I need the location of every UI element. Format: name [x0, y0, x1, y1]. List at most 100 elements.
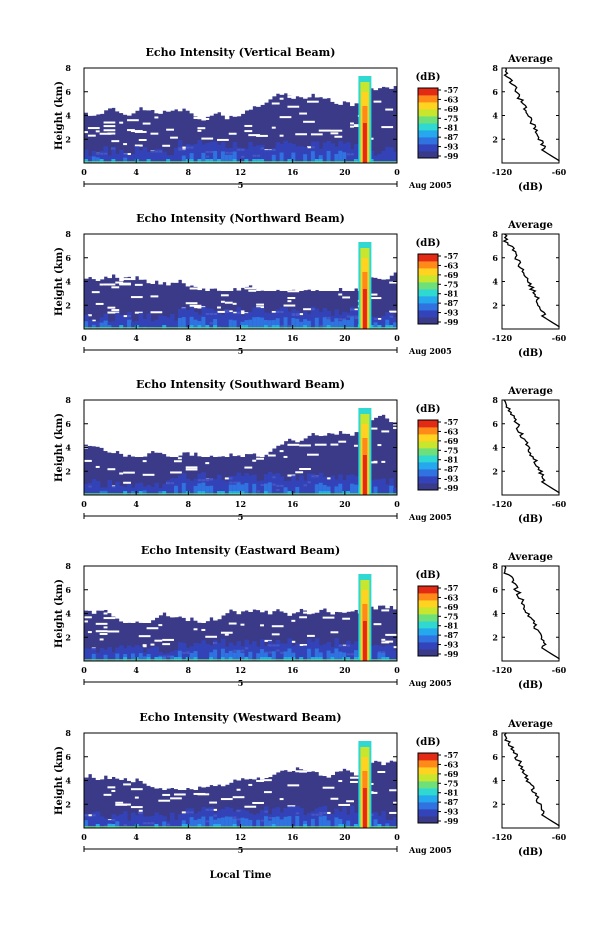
average-y-tick-label: 4 — [492, 776, 498, 786]
x-tick-label: 16 — [287, 665, 299, 675]
average-frame — [501, 565, 560, 662]
x-tick-label: 12 — [235, 832, 246, 842]
average-x-tick-label: -60 — [552, 665, 567, 675]
y-tick-label: 2 — [65, 134, 71, 144]
x-tick-label: 8 — [186, 333, 192, 343]
average-x-tick-label: -60 — [552, 167, 567, 177]
beam-panel: Echo Intensity (Eastward Beam)8642Height… — [54, 544, 567, 691]
x-tick-label: 8 — [186, 167, 192, 177]
colorbar-tick-label: -99 — [444, 483, 459, 493]
colorbar-swatch — [418, 130, 438, 138]
average-y-tick-label: 8 — [492, 728, 498, 738]
colorbar-swatch — [418, 635, 438, 643]
x-tick-label: 0 — [81, 665, 87, 675]
colorbar-swatch — [418, 88, 438, 96]
panel-title: Echo Intensity (Northward Beam) — [136, 212, 345, 225]
x-tick-label: 12 — [235, 665, 246, 675]
average-frame — [501, 233, 560, 330]
colorbar-swatch — [418, 621, 438, 629]
y-axis-label: Height (km) — [54, 413, 65, 482]
colorbar-swatch — [418, 483, 438, 491]
y-tick-label: 8 — [65, 63, 71, 73]
x-tick-label: 0 — [81, 832, 87, 842]
month-label: Aug 2005 — [408, 346, 452, 356]
colorbar-tick-label: -93 — [444, 308, 459, 318]
average-y-tick-label: 2 — [492, 134, 498, 144]
x-tick-label: 8 — [186, 832, 192, 842]
panel-title: Echo Intensity (Southward Beam) — [136, 378, 345, 391]
colorbar-tick-label: -63 — [444, 426, 459, 436]
x-tick-label: 16 — [287, 832, 299, 842]
colorbar-swatch — [418, 102, 438, 110]
colorbar-unit: (dB) — [416, 404, 441, 415]
average-y-tick-label: 2 — [492, 799, 498, 809]
average-title: Average — [507, 552, 553, 563]
y-tick-label: 6 — [65, 87, 71, 97]
x-tick-label: 0 — [394, 499, 400, 509]
colorbar-swatch — [418, 760, 438, 768]
panel-title: Echo Intensity (Vertical Beam) — [145, 46, 335, 59]
y-tick-label: 6 — [65, 253, 71, 263]
panel-title: Echo Intensity (Eastward Beam) — [141, 544, 340, 557]
x-tick-label: 0 — [394, 333, 400, 343]
colorbar-tick-label: -93 — [444, 142, 459, 152]
date-label: 5 — [238, 180, 244, 190]
colorbar-tick-label: -63 — [444, 260, 459, 270]
colorbar-unit: (dB) — [416, 238, 441, 249]
colorbar-unit: (dB) — [416, 737, 441, 748]
colorbar-tick-label: -75 — [444, 611, 458, 621]
colorbar-swatch — [418, 317, 438, 325]
colorbar-swatch — [418, 289, 438, 297]
average-x-axis-label: (dB) — [518, 847, 543, 858]
average-y-tick-label: 6 — [492, 419, 498, 429]
average-x-tick-label: -120 — [492, 832, 512, 842]
y-axis-label: Height (km) — [54, 247, 65, 316]
colorbar-swatch — [418, 434, 438, 442]
average-frame — [501, 399, 560, 496]
y-axis-label: Height (km) — [54, 746, 65, 815]
colorbar-tick-label: -57 — [444, 583, 458, 593]
average-profile-line — [503, 399, 560, 494]
x-tick-label: 4 — [133, 499, 139, 509]
x-tick-label: 0 — [81, 167, 87, 177]
average-y-tick-label: 4 — [492, 443, 498, 453]
colorbar-swatch — [418, 614, 438, 622]
month-label: Aug 2005 — [408, 678, 452, 688]
date-label: 5 — [238, 845, 244, 855]
colorbar-swatch — [418, 600, 438, 608]
average-y-tick-label: 6 — [492, 87, 498, 97]
colorbar-swatch — [418, 448, 438, 456]
x-tick-label: 16 — [287, 499, 299, 509]
colorbar-swatch — [418, 781, 438, 789]
y-axis-label: Height (km) — [54, 81, 65, 150]
heatmap-field — [84, 68, 397, 163]
colorbar-tick-label: -75 — [444, 279, 458, 289]
average-profile-line — [503, 565, 560, 660]
colorbar-swatch — [418, 296, 438, 304]
y-tick-label: 4 — [65, 609, 71, 619]
colorbar-tick-label: -81 — [444, 455, 458, 465]
average-profile-line — [503, 732, 560, 827]
colorbar-tick-label: -81 — [444, 123, 458, 133]
beam-panel: Echo Intensity (Vertical Beam)8642Height… — [54, 46, 567, 193]
x-tick-label: 20 — [339, 499, 351, 509]
x-axis-label: Local Time — [210, 870, 272, 881]
heatmap-field — [84, 234, 397, 329]
heatmap-field — [84, 733, 397, 828]
average-y-tick-label: 8 — [492, 229, 498, 239]
average-frame — [501, 732, 560, 829]
colorbar-swatch — [418, 816, 438, 824]
colorbar-swatch — [418, 809, 438, 817]
colorbar-swatch — [418, 795, 438, 803]
average-title: Average — [507, 719, 553, 730]
y-tick-label: 8 — [65, 395, 71, 405]
colorbar-tick-label: -93 — [444, 807, 459, 817]
average-y-tick-label: 4 — [492, 609, 498, 619]
colorbar-unit: (dB) — [416, 72, 441, 83]
colorbar-swatch — [418, 628, 438, 636]
colorbar-swatch — [418, 455, 438, 463]
x-tick-label: 0 — [81, 333, 87, 343]
date-label: 5 — [238, 678, 244, 688]
colorbar-tick-label: -81 — [444, 621, 458, 631]
y-tick-label: 2 — [65, 466, 71, 476]
